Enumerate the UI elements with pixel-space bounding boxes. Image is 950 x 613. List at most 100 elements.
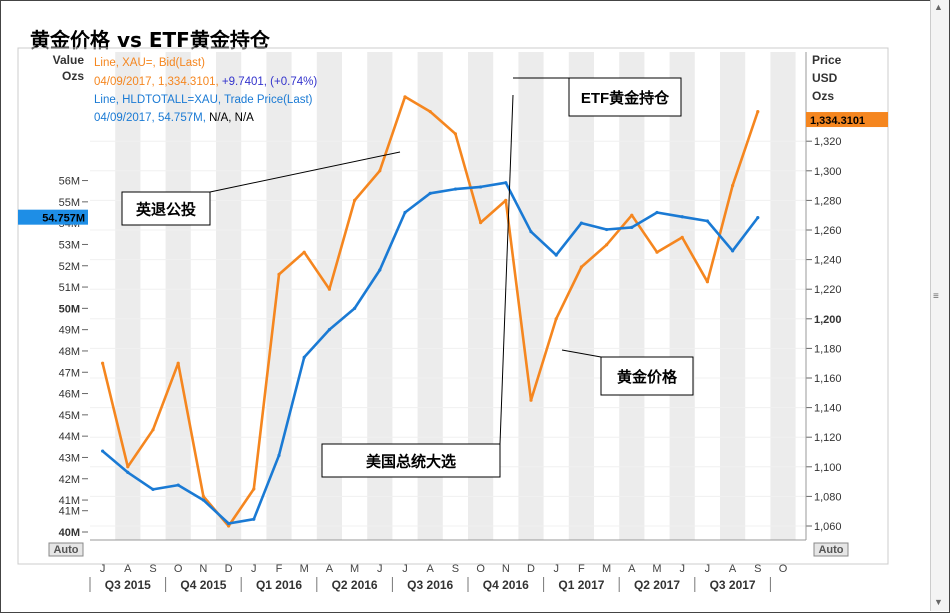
series-lines xyxy=(101,95,760,528)
gold-price-point xyxy=(630,213,634,217)
right-tick-label: 1,080 xyxy=(814,491,842,503)
etf-holdings-point xyxy=(302,355,306,359)
vertical-scrollbar[interactable] xyxy=(930,0,949,611)
gold-price-point xyxy=(680,235,684,239)
etf-holdings-point xyxy=(126,470,130,474)
gold-price-point xyxy=(126,465,130,469)
legend-gold-change: +9.7401, (+0.74%) xyxy=(222,76,317,88)
x-axis: J A S O N D J F M A M J J A S O N D J F M A M J J A S O Q3 2015 Q4 20… xyxy=(89,539,806,592)
legend-gold-values: 04/09/2017, 1,334.3101, xyxy=(94,76,222,88)
etf-holdings-point xyxy=(353,306,357,310)
etf-holdings-point xyxy=(479,185,483,189)
month-band xyxy=(619,52,645,540)
gold-price-point xyxy=(554,317,558,321)
gold-price-point xyxy=(403,95,407,99)
month-label: J xyxy=(100,563,106,575)
month-label: F xyxy=(578,563,585,575)
month-label: D xyxy=(527,563,535,575)
gold-price-point xyxy=(453,132,457,136)
left-tick-label: 42M xyxy=(59,474,80,486)
left-auto-button xyxy=(48,542,84,557)
legend-etf-values: 04/09/2017, 54.757M, xyxy=(94,112,209,124)
election-callout-label: 美国总统大选 xyxy=(366,453,456,471)
scroll-grip-icon[interactable]: ≡ xyxy=(933,291,939,302)
etf-holdings-point xyxy=(227,521,231,526)
etf-holdings-point xyxy=(756,216,760,220)
right-axis-header: Price xyxy=(812,53,842,67)
legend-etf-na: N/A, N/A xyxy=(209,112,254,124)
left-tick-label: 44M xyxy=(59,431,80,443)
month-label: M xyxy=(350,563,359,575)
gold-price-point xyxy=(176,361,180,365)
right-axis-header: USD xyxy=(812,71,838,85)
right-tick-label: 1,180 xyxy=(814,343,842,355)
month-label: S xyxy=(452,563,459,575)
month-label: M xyxy=(300,563,309,575)
right-tick-label: 1,260 xyxy=(814,225,842,237)
etf-holdings-point xyxy=(428,191,432,195)
month-label: J xyxy=(679,563,685,575)
left-axis-header: Ozs xyxy=(62,69,84,83)
month-label: J xyxy=(553,563,559,575)
legend-etf-line1: Line, HLDTOTALL=XAU, Trade Price(Last) xyxy=(94,94,313,106)
left-tick-label: 43M xyxy=(59,452,80,464)
left-tick-label: 50M xyxy=(59,303,80,315)
month-band xyxy=(720,52,746,540)
etf-holdings-point xyxy=(277,453,281,457)
left-tick-label: 56M xyxy=(59,176,80,188)
quarter-label: Q2 2017 xyxy=(634,578,680,592)
gold-price-point xyxy=(705,280,710,284)
quarter-label: Q1 2016 xyxy=(256,578,302,592)
etf-holdings-point xyxy=(655,210,659,215)
chart-gridlines xyxy=(90,140,806,527)
month-label: O xyxy=(476,563,485,575)
etf-holdings-point xyxy=(403,210,407,215)
etf-holdings-point xyxy=(453,187,457,191)
month-band xyxy=(770,52,796,540)
scroll-down-arrow-icon[interactable]: ▼ xyxy=(934,597,943,607)
election-callout-box xyxy=(321,443,501,478)
right-auto-button xyxy=(813,542,849,557)
quarter-label: Q2 2016 xyxy=(332,578,378,592)
gold-price-point xyxy=(504,198,508,202)
right-tick-label: 1,200 xyxy=(814,314,842,326)
etf-holdings-point xyxy=(680,215,684,219)
right-tick-label: 1,100 xyxy=(814,462,842,474)
left-tick-label: 48M xyxy=(59,346,80,358)
right-tick-label: 1,060 xyxy=(814,521,842,533)
gold-price-point xyxy=(428,110,432,114)
left-tick-label: 52M xyxy=(59,261,80,273)
left-axis-header: Value xyxy=(53,53,85,67)
gold-price-point xyxy=(756,110,760,114)
quarter-label: Q1 2017 xyxy=(558,578,604,592)
left-tick-label: 47M xyxy=(59,367,80,379)
etf-holdings-point xyxy=(176,483,180,487)
etf-holdings-point xyxy=(201,498,205,502)
right-tick-label: 1,220 xyxy=(814,284,842,296)
etf-holdings-point xyxy=(504,181,508,185)
left-tick-label: 40M xyxy=(59,527,80,539)
left-tick-label: 53M xyxy=(59,239,80,251)
month-band xyxy=(518,52,544,540)
scroll-up-arrow-icon[interactable]: ▲ xyxy=(934,2,943,12)
left-tick-label: 55M xyxy=(59,197,80,209)
gold-price-point xyxy=(353,198,357,202)
chart-border xyxy=(17,47,889,565)
month-band xyxy=(669,52,695,540)
legend-gold-line2: 04/09/2017, 1,334.3101, +9.7401, (+0.74%… xyxy=(94,76,317,88)
month-label: M xyxy=(602,563,611,575)
right-auto-label: Auto xyxy=(818,544,843,556)
month-label: A xyxy=(729,563,737,575)
left-tick-label: 45M xyxy=(59,410,80,422)
left-tick-label: 46M xyxy=(59,389,80,401)
right-tick-label: 1,160 xyxy=(814,373,842,385)
month-band xyxy=(568,52,594,540)
etf-holdings-point xyxy=(554,253,558,257)
gold-price-point xyxy=(151,428,155,432)
gold-price-point xyxy=(101,361,105,365)
right-axis: Price USD Ozs 1,060 1,080 1,100 1,120 1,140 1,16… xyxy=(805,52,888,557)
etf-holdings-point xyxy=(579,221,584,225)
right-tick-label: 1,280 xyxy=(814,195,842,207)
quarter-label: Q3 2015 xyxy=(105,578,151,592)
